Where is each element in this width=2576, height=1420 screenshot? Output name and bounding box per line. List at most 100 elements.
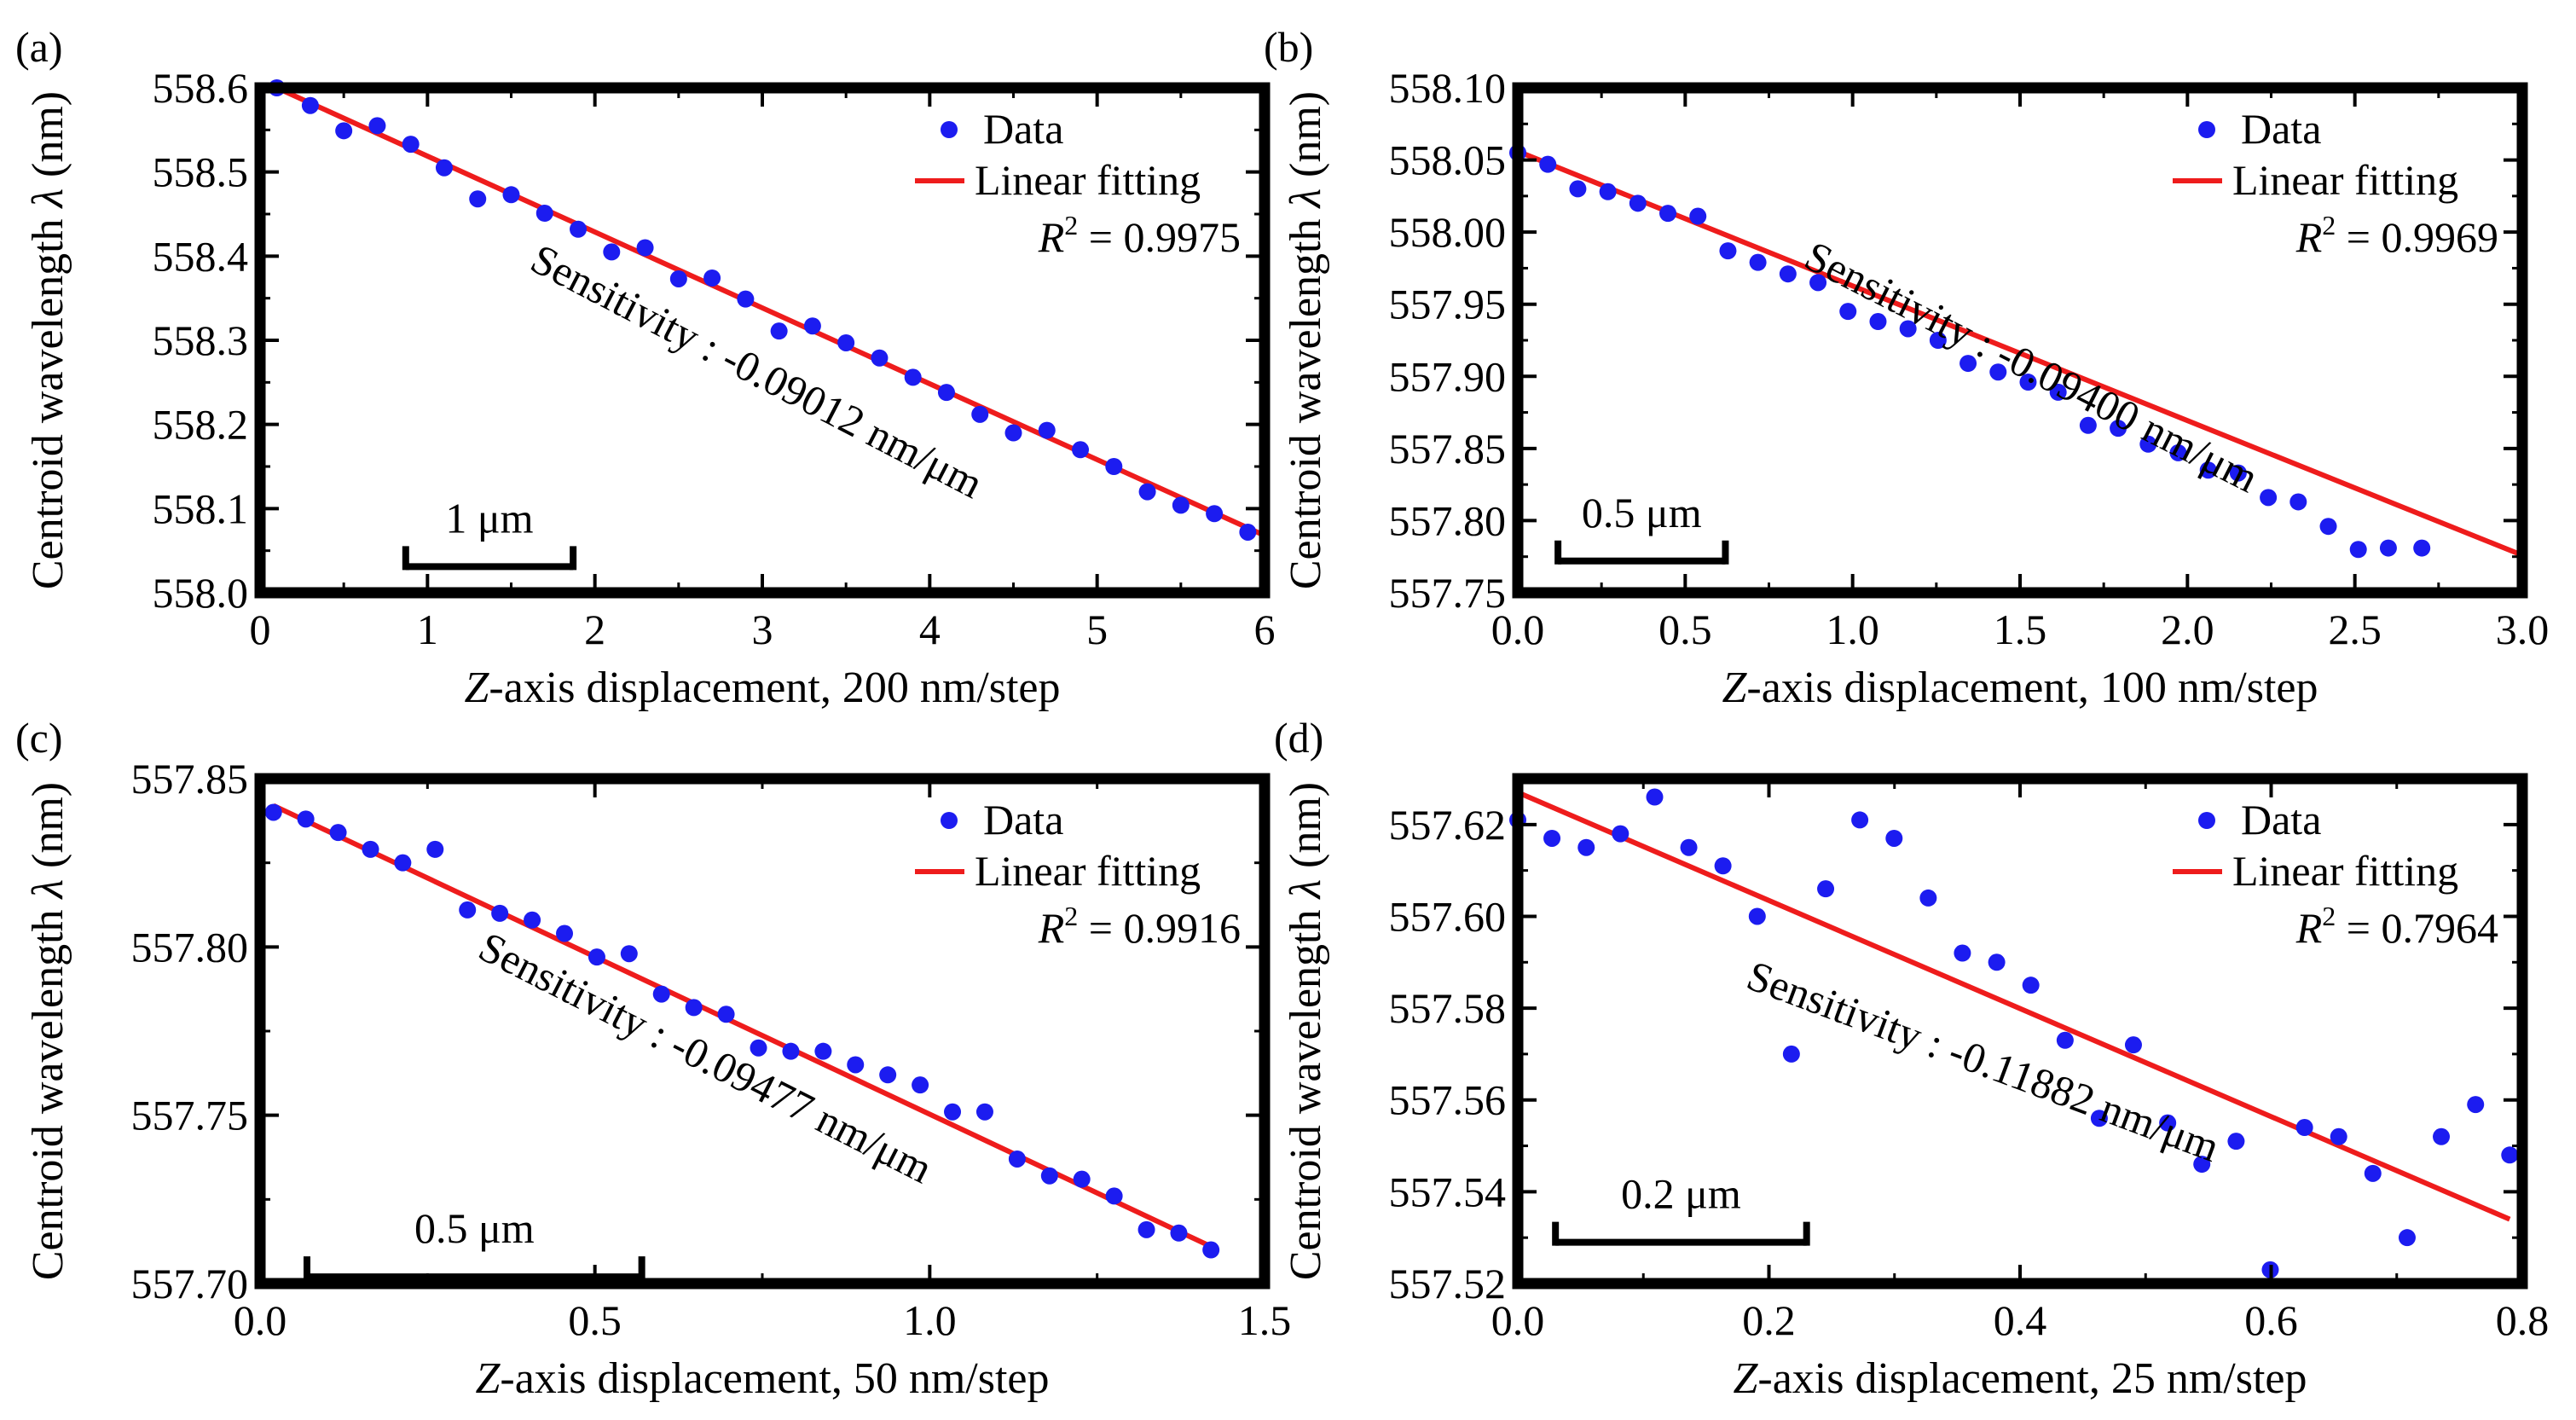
x-axis-title: Z-axis displacement, 200 nm/step	[464, 664, 1060, 712]
legend-data-marker	[2198, 121, 2215, 138]
y-tick-label: 558.3	[153, 316, 249, 364]
y-axis-title: Centroid wavelength λ (nm)	[1282, 91, 1330, 589]
data-point	[368, 117, 386, 135]
data-point	[2413, 539, 2431, 557]
y-tick-label: 557.56	[1389, 1076, 1507, 1124]
data-point	[975, 1103, 993, 1121]
y-tick-label: 557.75	[1389, 569, 1507, 617]
data-point	[535, 205, 553, 223]
data-point	[912, 1076, 929, 1094]
data-point	[2022, 977, 2040, 994]
y-axis-title: Centroid wavelength λ (nm)	[24, 782, 72, 1280]
data-point	[435, 159, 453, 177]
data-point	[394, 854, 412, 872]
data-point	[1748, 907, 1766, 925]
data-point	[1719, 242, 1737, 260]
data-point	[1782, 1045, 1800, 1063]
y-tick-label: 558.05	[1389, 136, 1507, 184]
data-point	[2260, 489, 2278, 507]
data-point	[469, 190, 487, 208]
x-tick-label: 3	[752, 606, 773, 653]
data-point	[1899, 320, 1917, 338]
data-point	[1659, 205, 1677, 223]
x-tick-label: 0	[250, 606, 271, 653]
data-point	[1646, 788, 1664, 806]
data-point	[264, 803, 282, 821]
scale-bar-label: 0.5 μm	[414, 1204, 535, 1252]
data-point	[1202, 1241, 1220, 1259]
legend-data-label: Data	[983, 105, 1063, 153]
x-tick-label: 1.5	[1994, 606, 2047, 653]
x-tick-label: 2.5	[2328, 606, 2382, 653]
sensitivity-annotation: Sensitivity : -0.09400 nm/μm	[1797, 231, 2266, 501]
x-tick-label: 0.0	[234, 1296, 287, 1344]
data-point	[1954, 944, 1971, 962]
data-point	[1988, 953, 2006, 971]
scale-bar-label: 1 μm	[445, 494, 533, 542]
x-tick-label: 0.2	[1742, 1296, 1796, 1344]
data-point	[556, 924, 574, 942]
x-axis-title: Z-axis displacement, 50 nm/step	[475, 1354, 1049, 1403]
y-tick-label: 557.58	[1389, 984, 1507, 1032]
y-tick-label: 558.0	[153, 569, 249, 617]
data-point	[1138, 483, 1156, 501]
data-point	[2124, 1036, 2142, 1054]
sensitivity-annotation: Sensitivity : -0.09012 nm/μm	[524, 235, 991, 507]
y-tick-label: 557.80	[131, 923, 249, 971]
data-point	[847, 1056, 865, 1074]
legend-data-marker	[941, 812, 958, 829]
data-point	[1008, 1150, 1026, 1168]
data-point	[2019, 374, 2037, 391]
data-point	[2199, 461, 2217, 479]
y-tick-label: 558.6	[153, 64, 249, 112]
data-point	[879, 1066, 897, 1084]
x-tick-label: 1	[417, 606, 438, 653]
data-point	[2319, 518, 2337, 536]
data-point	[685, 999, 703, 1017]
data-point	[1599, 183, 1617, 200]
data-point	[2398, 1229, 2416, 1247]
data-point	[297, 810, 315, 828]
data-point	[703, 269, 721, 287]
x-tick-label: 0.0	[1491, 606, 1545, 653]
y-tick-label: 557.90	[1389, 352, 1507, 400]
data-point	[1680, 838, 1698, 856]
data-point	[524, 911, 541, 929]
data-point	[770, 322, 788, 340]
x-tick-label: 2	[584, 606, 605, 653]
x-tick-label: 0.4	[1994, 1296, 2047, 1344]
data-point	[1543, 829, 1561, 847]
data-point	[620, 945, 638, 963]
y-axis-title: Centroid wavelength λ (nm)	[24, 91, 72, 589]
panel-label: (c)	[15, 714, 63, 762]
x-tick-label: 3.0	[2496, 606, 2550, 653]
legend-data-marker	[2198, 812, 2215, 829]
data-point	[1851, 811, 1869, 829]
r-squared: R2 = 0.9975	[1038, 210, 1241, 261]
data-point	[1839, 303, 1857, 321]
x-axis-title: Z-axis displacement, 100 nm/step	[1722, 664, 2318, 712]
r-squared: R2 = 0.7964	[2295, 901, 2498, 952]
panel-b: (b) 0.0 0.5 1.0 1.5 2.0 2.5 3.0 557.75 557.80 557.…	[1264, 23, 2549, 712]
y-tick-label: 558.2	[153, 401, 249, 449]
scale-bar: 1 μm	[402, 494, 577, 571]
data-point	[2349, 541, 2367, 559]
fit-line	[1516, 148, 2524, 558]
data-point	[2090, 1110, 2108, 1127]
data-point	[652, 985, 670, 1003]
data-point	[2049, 383, 2067, 401]
data-point	[1072, 441, 1090, 459]
x-axis-title: Z-axis displacement, 25 nm/step	[1733, 1354, 2307, 1403]
x-tick-label: 0.8	[2496, 1296, 2550, 1344]
panel-d: (d) 0.0 0.2 0.4 0.6 0.8 557.52 557.54 557.56 557.…	[1274, 714, 2549, 1403]
y-tick-label: 558.1	[153, 484, 249, 532]
data-point	[1689, 207, 1707, 225]
data-point	[837, 333, 855, 351]
data-point	[717, 1006, 735, 1023]
y-axis-title: Centroid wavelength λ (nm)	[1282, 782, 1330, 1280]
y-tick-label: 557.85	[131, 755, 249, 803]
data-point	[2159, 1114, 2177, 1132]
sensitivity-annotation: Sensitivity : -0.09477 nm/μm	[472, 922, 940, 1192]
